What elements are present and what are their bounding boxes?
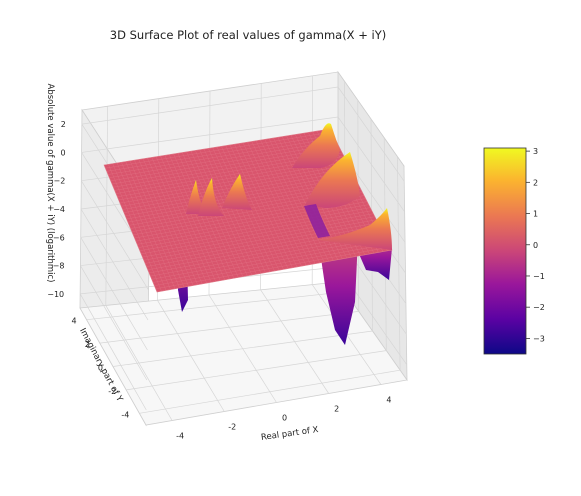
z-tick-label: −8: [53, 262, 65, 271]
y-tick-label: 0: [98, 364, 103, 373]
surface: [103, 123, 393, 345]
surface-peak: [304, 204, 330, 238]
colorbar-tick-label: −2: [533, 303, 545, 312]
y-tick-label: 2: [85, 340, 90, 349]
surface-peak: [198, 178, 224, 216]
colorbar-gradient: [483, 147, 527, 355]
surface-peak: [305, 152, 360, 208]
x-tick-label: 2: [334, 405, 339, 414]
z-axis-label: Absolute value of gamma(X + iY) (logarit…: [45, 84, 55, 283]
surface-peak: [292, 123, 340, 168]
x-axis-label: Real part of X: [260, 425, 319, 443]
z-tick-label: −10: [47, 290, 64, 299]
colorbar: 3 2 1 0 −1 −2 −3: [483, 147, 545, 355]
surface-peak: [186, 180, 208, 214]
colorbar-tick-label: 1: [533, 210, 538, 219]
colorbar-tick-label: −1: [533, 272, 545, 281]
y-tick-label: 4: [72, 317, 77, 326]
z-tick-label: 2: [61, 120, 66, 129]
x-tick-label: 0: [282, 414, 287, 423]
y-tick-label: -4: [121, 410, 129, 419]
floor-pane: [79, 281, 408, 426]
x-tick-label: 4: [386, 396, 391, 405]
z-axis: 2 0 −2 −4 −6 −8 −10 Absolute value of gamma(X …: [45, 84, 66, 299]
x-tick-label: -2: [228, 423, 236, 432]
z-tick-label: −4: [53, 205, 65, 214]
chart-title: 3D Surface Plot of real values of gamma(…: [110, 28, 386, 42]
surface-peak: [222, 174, 252, 210]
surface-peak: [318, 208, 392, 250]
z-tick-label: −2: [53, 177, 65, 186]
colorbar-tick-label: 3: [533, 147, 538, 156]
z-tick-label: −6: [53, 233, 65, 242]
y-tick-label: -2: [108, 387, 116, 396]
x-tick-label: -4: [176, 432, 184, 441]
surface-pit: [318, 238, 358, 345]
colorbar-tick-label: −3: [533, 334, 545, 343]
colorbar-tick-label: 0: [533, 241, 538, 250]
z-tick-label: 0: [60, 148, 65, 157]
colorbar-tick-label: 2: [533, 178, 538, 187]
